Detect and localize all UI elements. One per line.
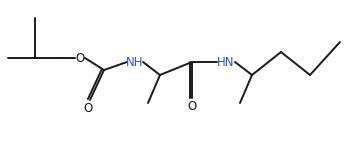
Text: O: O	[83, 102, 93, 115]
Text: O: O	[75, 51, 85, 64]
Text: NH: NH	[126, 55, 144, 69]
Text: O: O	[188, 100, 197, 113]
Text: HN: HN	[217, 55, 235, 69]
